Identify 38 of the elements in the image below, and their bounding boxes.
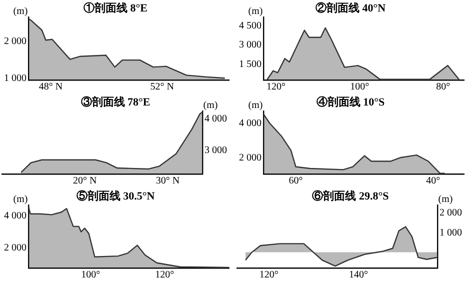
- y-axis-title: (m): [248, 6, 263, 17]
- y-tick-label: 4 000: [4, 210, 26, 222]
- y-axis-title: (m): [13, 194, 28, 205]
- x-tick-label: 120°: [266, 82, 286, 93]
- y-tick-label: 2 000: [4, 242, 26, 254]
- x-tick-label: 48° N: [38, 82, 63, 93]
- y2-tick-label: 4 000: [204, 114, 227, 125]
- y-tick-label: 4 000: [239, 118, 262, 129]
- y2-axis-title: (m): [438, 194, 453, 205]
- y2-axis-title: (m): [203, 100, 218, 111]
- chart-title: ④剖面线 10°S: [316, 95, 385, 108]
- chart-title: ⑥剖面线 29.8°S: [312, 189, 389, 202]
- x-tick-label: 120°: [259, 270, 278, 281]
- y-tick-label: 1 500: [239, 58, 262, 70]
- x-tick-label: 30° N: [156, 176, 180, 187]
- x-tick-label: 100°: [350, 82, 370, 93]
- x-tick-label: 80°: [436, 82, 450, 93]
- y2-tick-label: 2 000: [440, 208, 462, 219]
- x-tick-label: 100°: [81, 270, 100, 281]
- x-tick-label: 120°: [155, 270, 174, 281]
- y-tick-label: 2 000: [4, 36, 26, 47]
- y2-tick-label: 3 000: [204, 145, 227, 156]
- y-tick-label: 2 000: [239, 152, 262, 164]
- y-tick-label: 3 000: [239, 40, 262, 51]
- y2-tick-label: 1 000: [440, 227, 462, 238]
- chart-title: ①剖面线 8°E: [84, 1, 148, 14]
- x-tick-label: 20° N: [72, 176, 97, 187]
- x-tick-label: 52° N: [150, 82, 174, 93]
- x-tick-label: 60°: [288, 176, 303, 187]
- y-axis-title: (m): [248, 100, 263, 111]
- x-tick-label: 140°: [349, 270, 368, 281]
- y-tick-label: 1 000: [4, 72, 26, 84]
- y-axis-title: (m): [13, 6, 28, 17]
- chart-title: ⑤剖面线 30.5°N: [76, 189, 155, 202]
- chart-title: ②剖面线 40°N: [315, 1, 386, 14]
- x-tick-label: 40°: [426, 176, 440, 187]
- y-tick-label: 4 500: [239, 20, 262, 32]
- chart-title: ③剖面线 78°E: [80, 95, 150, 108]
